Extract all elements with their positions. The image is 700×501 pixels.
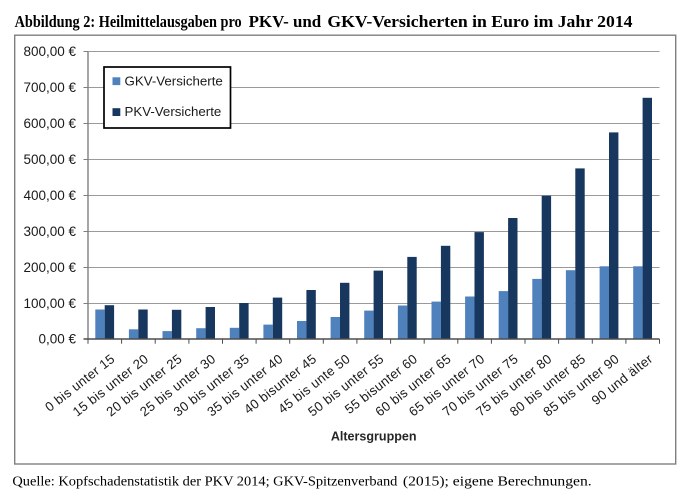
svg-text:GKV-Versicherte: GKV-Versicherte xyxy=(125,73,223,88)
svg-text:200,00 €: 200,00 € xyxy=(23,260,76,275)
svg-text:GKV-Versicherten in Euro im Ja: GKV-Versicherten in Euro im Jahr 2014 xyxy=(327,12,632,31)
svg-text:100,00 €: 100,00 € xyxy=(23,296,76,311)
svg-text:Abbildung 2: Heilmittelausgabe: Abbildung 2: Heilmittelausgaben pro xyxy=(15,12,242,31)
svg-text:600,00 €: 600,00 € xyxy=(23,116,76,131)
svg-text:0,00 €: 0,00 € xyxy=(38,332,76,347)
svg-text:300,00 €: 300,00 € xyxy=(23,224,76,239)
svg-text:Quelle: Kopfschadenstatistik d: Quelle: Kopfschadenstatistik der PKV 201… xyxy=(12,474,397,489)
svg-text:PKV- und: PKV- und xyxy=(249,12,322,31)
svg-text:700,00 €: 700,00 € xyxy=(23,80,76,95)
svg-text:PKV-Versicherte: PKV-Versicherte xyxy=(125,104,222,119)
svg-text:500,00 €: 500,00 € xyxy=(23,152,76,167)
svg-text:400,00 €: 400,00 € xyxy=(23,188,76,203)
svg-text:Altersgruppen: Altersgruppen xyxy=(331,429,417,444)
svg-text:800,00 €: 800,00 € xyxy=(23,44,76,59)
svg-text:(2015); eigene Berechnungen.: (2015); eigene Berechnungen. xyxy=(403,474,592,489)
